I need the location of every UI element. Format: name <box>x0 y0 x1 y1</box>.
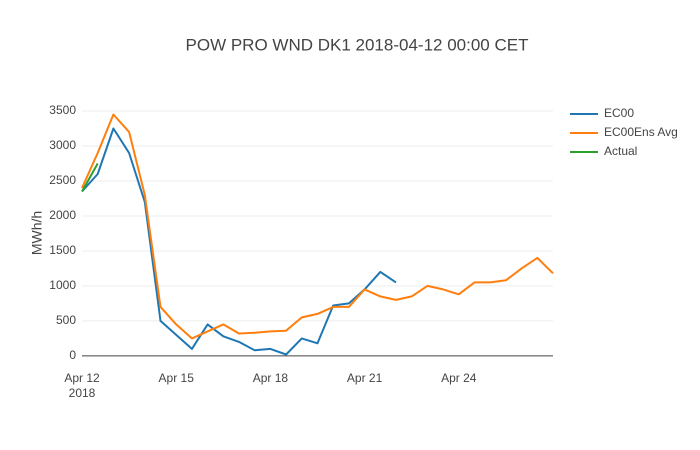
y-axis-label: MWh/h <box>29 211 45 255</box>
x-tick-label: Apr 21 <box>347 371 383 385</box>
x-tick-label: Apr 18 <box>253 371 289 385</box>
legend-label: EC00Ens Avg <box>604 125 678 139</box>
y-tick-label: 3000 <box>49 138 76 152</box>
y-tick-label: 2000 <box>49 208 76 222</box>
x-tick-label: Apr 24 <box>441 371 477 385</box>
line-series <box>81 113 554 340</box>
y-tick-label: 2500 <box>49 173 76 187</box>
y-tick-label: 500 <box>56 313 76 327</box>
y-tick-label: 3500 <box>49 103 76 117</box>
legend-label: Actual <box>604 144 637 158</box>
line-series <box>81 127 397 356</box>
y-tick-label: 1000 <box>49 278 76 292</box>
legend-label: EC00 <box>604 106 634 120</box>
chart-title: POW PRO WND DK1 2018-04-12 00:00 CET <box>186 35 529 54</box>
x-tick-label: Apr 12 2018 <box>64 371 100 400</box>
line-series <box>81 163 99 192</box>
y-tick-label: 1500 <box>49 243 76 257</box>
x-tick-label: Apr 15 <box>159 371 195 385</box>
y-tick-label: 0 <box>69 348 76 362</box>
